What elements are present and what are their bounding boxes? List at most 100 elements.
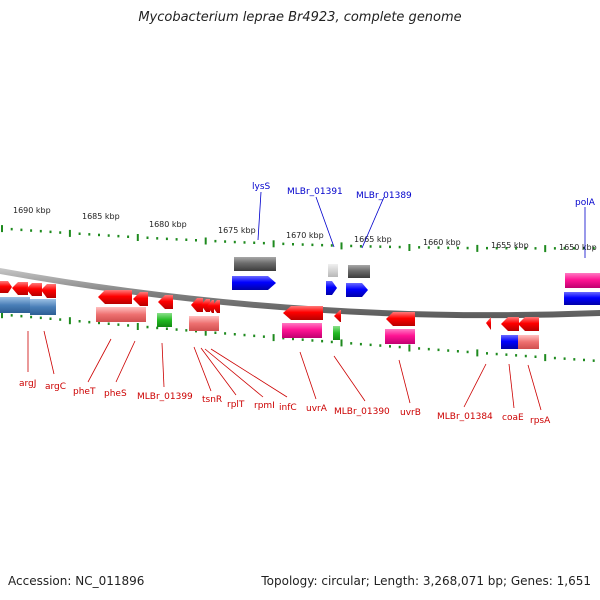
tick-minor (10, 314, 13, 317)
gene-arrow-pheS (133, 292, 148, 306)
tick-minor (330, 244, 333, 247)
tick-minor (369, 343, 372, 347)
scale-label: 1685 kbp (82, 212, 120, 221)
scale-label: 1650 kbp (559, 243, 597, 252)
gene-labels-reverse: argJ argC pheT pheS MLBr_01399 tsnR rplT… (19, 379, 551, 426)
gene-feature-blue (501, 335, 518, 349)
tick-minor (185, 329, 188, 332)
gene-label[interactable]: MLBr_01391 (287, 187, 343, 197)
scale-label: 1655 kbp (491, 241, 529, 250)
tick-minor (30, 315, 33, 319)
scale-label: 1670 kbp (286, 231, 324, 240)
tick-minor (175, 328, 178, 331)
gene-arrow (41, 284, 56, 298)
tick-major (476, 244, 479, 252)
gene-label[interactable]: MLBr_01389 (356, 191, 412, 201)
gene-arrow-MLBr_01384 (486, 317, 491, 330)
tick-minor (243, 333, 246, 337)
tick-minor (146, 325, 149, 329)
gene-label[interactable]: MLBr_01384 (437, 412, 493, 422)
gene-label[interactable]: tsnR (202, 395, 222, 405)
tick-major (68, 229, 71, 237)
tick-minor (292, 243, 294, 246)
gene-label[interactable]: argJ (19, 379, 36, 389)
tick-minor (437, 246, 440, 249)
tick-minor (505, 353, 508, 356)
tick-minor (175, 238, 178, 241)
gene-label[interactable]: polA (575, 198, 596, 208)
gene-feature-argJ (0, 297, 30, 313)
gene-label[interactable]: pheS (104, 389, 127, 399)
tick-minor (214, 331, 217, 334)
scale-label: 1690 kbp (13, 206, 51, 215)
tick-minor (78, 320, 81, 323)
gene-label[interactable]: argC (45, 382, 66, 392)
gene-arrow-rplT (201, 299, 210, 312)
tick-minor (524, 247, 527, 250)
tick-minor (534, 247, 537, 250)
tick-minor (573, 247, 576, 250)
tick-minor (185, 238, 188, 241)
tick-minor (311, 339, 314, 342)
gene-label[interactable]: lysS (252, 182, 271, 192)
tick-major (476, 349, 479, 357)
tick-minor (350, 244, 353, 248)
tick-major (272, 334, 275, 342)
leader-lines-top (257, 191, 586, 258)
gene-feature-argC (30, 299, 56, 315)
gene-arrow-tsnR (191, 298, 203, 312)
tick-major (1, 311, 3, 319)
gene-label[interactable]: coaE (502, 413, 524, 423)
tick-major (340, 339, 343, 347)
tick-minor (30, 229, 33, 232)
gene-label[interactable]: rpmI (254, 401, 275, 411)
tick-minor (214, 239, 217, 243)
tick-minor (321, 243, 324, 247)
gene-feature-pseudo-pheS (96, 307, 146, 322)
gene-arrow-MLBr_01390 (334, 310, 341, 322)
gene-label[interactable]: MLBr_01399 (137, 392, 193, 402)
tick-minor (495, 247, 498, 250)
tick-minor (262, 335, 265, 338)
gene-label[interactable]: uvrA (306, 404, 328, 414)
tick-track-top (1, 225, 595, 253)
tick-minor (311, 243, 314, 247)
gene-label[interactable]: infC (279, 403, 297, 413)
map-title: Mycobacterium leprae Br4923, complete ge… (138, 10, 462, 25)
tick-track-bottom (1, 311, 595, 362)
tick-minor (583, 358, 585, 362)
tick-minor (282, 242, 285, 246)
tick-minor (20, 314, 23, 318)
tick-minor (592, 359, 595, 362)
gene-label[interactable]: uvrB (400, 408, 421, 418)
tick-minor (156, 326, 159, 330)
tick-major (272, 240, 275, 248)
tick-minor (418, 246, 421, 249)
tick-major (408, 344, 411, 352)
tick-minor (398, 245, 401, 249)
gene-arrow-MLBr_01399 (158, 295, 173, 309)
tick-major (136, 234, 139, 241)
gene-label[interactable]: rplT (227, 400, 245, 410)
gene-arrow-pheT (98, 290, 132, 304)
gene-arrow-infC (212, 300, 220, 313)
gene-arrow-polA (564, 292, 600, 305)
tick-minor (243, 241, 246, 244)
tick-minor (563, 357, 566, 360)
tick-minor (456, 246, 459, 250)
tick-minor (398, 345, 401, 349)
tick-minor (49, 230, 52, 234)
tick-minor (466, 246, 469, 250)
tick-minor (107, 322, 110, 325)
gene-feature-pseudo-light (328, 264, 338, 277)
gene-label[interactable]: pheT (73, 387, 96, 397)
tick-minor (583, 246, 585, 250)
scale-label: 1680 kbp (149, 220, 187, 229)
tick-minor (437, 348, 440, 352)
gene-label[interactable]: rpsA (530, 416, 551, 426)
leader-lines-bottom (27, 330, 542, 411)
tick-major (204, 237, 207, 245)
scale-labels: 1690 kbp 1685 kbp 1680 kbp 1675 kbp 1670… (13, 206, 597, 252)
tick-major (544, 354, 547, 362)
gene-label[interactable]: MLBr_01390 (334, 407, 390, 417)
